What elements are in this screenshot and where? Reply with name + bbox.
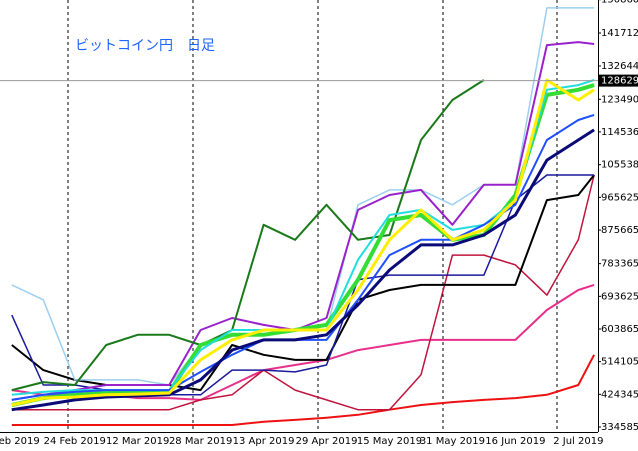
x-tick-label: 8 Feb 2019 <box>0 436 40 447</box>
series-line <box>11 174 595 411</box>
series-line <box>11 79 485 392</box>
series-line <box>11 128 595 412</box>
last-price-box <box>599 74 638 87</box>
x-tick-label: 28 Mar 2019 <box>169 436 232 447</box>
x-tick-label: 15 May 2019 <box>357 436 422 447</box>
y-tick-label: 1326446 <box>601 61 638 72</box>
y-tick-label: 1508605 <box>601 0 638 6</box>
x-tick-label: 29 Apr 2019 <box>296 436 358 447</box>
y-tick-label: 693625 <box>601 291 638 302</box>
y-tick-label: 1145365 <box>601 127 638 138</box>
series-layer <box>11 7 595 426</box>
y-tick-label: 1417125 <box>601 28 638 39</box>
x-tick-label: 12 Mar 2019 <box>106 436 169 447</box>
x-tick-label: 16 Jun 2019 <box>485 436 545 447</box>
y-tick-label: 1234905 <box>601 94 638 105</box>
y-tick-label: 1055385 <box>601 160 638 171</box>
y-tick-label: 875665 <box>601 225 638 236</box>
chart-title: ビットコイン円 日足 <box>75 38 215 54</box>
series-line <box>11 41 595 401</box>
last-price-label: 1286299 <box>601 76 638 87</box>
y-tick-label: 965625 <box>601 192 638 203</box>
x-tick-label: 2 Jul 2019 <box>553 436 603 447</box>
x-tick-label: 31 May 2019 <box>420 436 485 447</box>
series-line <box>11 78 595 407</box>
series-line <box>11 113 595 401</box>
y-tick-label: 603865 <box>601 324 638 335</box>
y-tick-label: 514105 <box>601 357 638 368</box>
y-tick-label: 424345 <box>601 389 638 400</box>
x-tick-label: 24 Feb 2019 <box>44 436 106 447</box>
x-tick-label: 13 Apr 2019 <box>233 436 295 447</box>
series-line <box>11 83 595 407</box>
y-tick-label: 334585 <box>601 422 638 433</box>
series-line <box>11 354 595 426</box>
y-tick-label: 783365 <box>601 259 638 270</box>
